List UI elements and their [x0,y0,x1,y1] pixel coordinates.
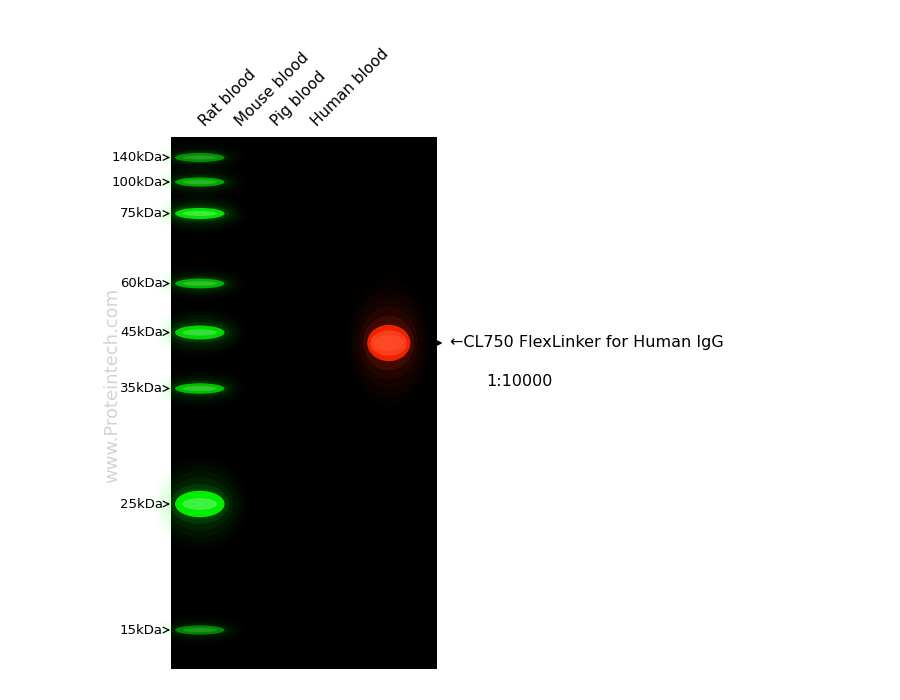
Text: 1:10000: 1:10000 [486,374,553,389]
Ellipse shape [183,628,217,632]
Text: Human blood: Human blood [309,46,392,130]
Ellipse shape [175,153,225,162]
Ellipse shape [166,477,233,531]
Text: Mouse blood: Mouse blood [232,50,311,130]
Ellipse shape [171,381,229,396]
Ellipse shape [171,623,229,637]
Ellipse shape [171,150,229,164]
Text: Pig blood: Pig blood [268,69,328,130]
Ellipse shape [171,276,229,291]
Ellipse shape [175,208,225,219]
Ellipse shape [374,335,404,351]
Text: 45kDa: 45kDa [120,326,163,339]
Ellipse shape [175,178,225,186]
Ellipse shape [183,155,217,160]
Ellipse shape [166,318,233,346]
Ellipse shape [183,281,217,286]
Text: 15kDa: 15kDa [120,624,163,636]
Ellipse shape [359,307,418,379]
Ellipse shape [171,175,229,189]
Ellipse shape [183,329,217,335]
Text: 25kDa: 25kDa [120,498,163,510]
Ellipse shape [171,322,229,343]
Ellipse shape [175,279,225,288]
Text: Rat blood: Rat blood [196,67,258,130]
Ellipse shape [175,326,225,340]
Ellipse shape [183,180,217,184]
Ellipse shape [175,384,225,393]
Text: ←CL750 FlexLinker for Human IgG: ←CL750 FlexLinker for Human IgG [450,335,724,351]
Ellipse shape [171,205,229,222]
Text: 60kDa: 60kDa [121,277,163,290]
Text: www.Proteintech.com: www.Proteintech.com [104,288,122,482]
Text: 140kDa: 140kDa [112,151,163,164]
Ellipse shape [367,325,410,361]
Ellipse shape [183,498,217,510]
Ellipse shape [183,386,217,391]
Ellipse shape [166,202,233,225]
Ellipse shape [175,626,225,634]
Ellipse shape [183,211,217,216]
Text: 100kDa: 100kDa [112,176,163,188]
Text: 75kDa: 75kDa [120,207,163,220]
Bar [171,136,436,668]
Text: 35kDa: 35kDa [120,382,163,395]
Ellipse shape [171,484,229,524]
Ellipse shape [371,330,407,356]
Ellipse shape [364,316,414,370]
Ellipse shape [175,491,225,517]
